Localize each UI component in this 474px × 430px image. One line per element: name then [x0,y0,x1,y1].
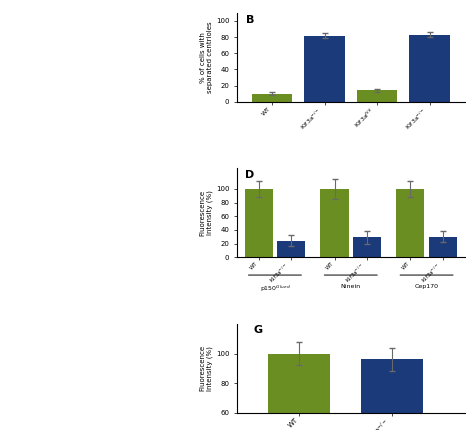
Text: Cep170: Cep170 [415,284,438,289]
Y-axis label: Fluorescence
Intensity (%): Fluorescence Intensity (%) [200,345,213,391]
Bar [277,241,305,257]
Text: B: B [246,15,255,25]
Text: p150$^{Glued}$: p150$^{Glued}$ [259,284,291,294]
Bar [268,353,330,430]
Bar [320,189,348,257]
Bar [409,35,450,102]
Text: G: G [254,326,263,335]
Bar [356,90,397,102]
Bar [252,94,292,102]
Text: D: D [245,170,254,180]
Bar [353,237,381,257]
Bar [361,359,423,430]
Bar [396,189,424,257]
Bar [245,189,273,257]
Bar [304,36,345,102]
Text: Ninein: Ninein [341,284,361,289]
Y-axis label: % of cells with
separated centrioles: % of cells with separated centrioles [200,22,213,93]
Bar [429,237,457,257]
Y-axis label: Fluorescence
Intensity (%): Fluorescence Intensity (%) [200,190,213,236]
